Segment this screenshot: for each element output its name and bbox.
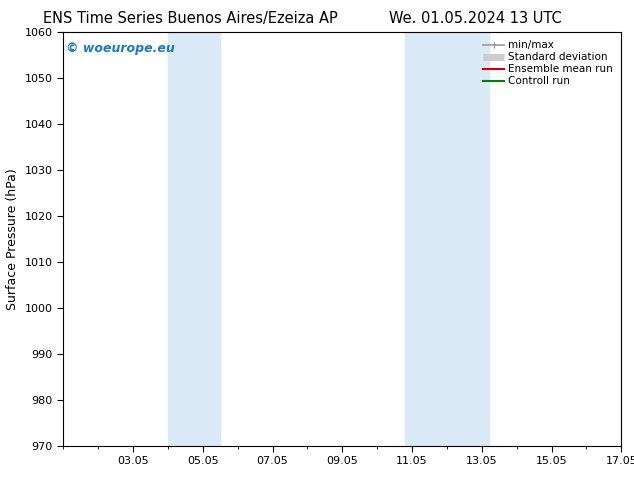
Text: ENS Time Series Buenos Aires/Ezeiza AP: ENS Time Series Buenos Aires/Ezeiza AP [43,11,337,26]
Bar [405,32,489,446]
Y-axis label: Surface Pressure (hPa): Surface Pressure (hPa) [6,168,19,310]
Text: We. 01.05.2024 13 UTC: We. 01.05.2024 13 UTC [389,11,562,26]
Legend: min/max, Standard deviation, Ensemble mean run, Controll run: min/max, Standard deviation, Ensemble me… [480,37,616,90]
Bar [168,32,221,446]
Text: © woeurope.eu: © woeurope.eu [66,42,175,55]
